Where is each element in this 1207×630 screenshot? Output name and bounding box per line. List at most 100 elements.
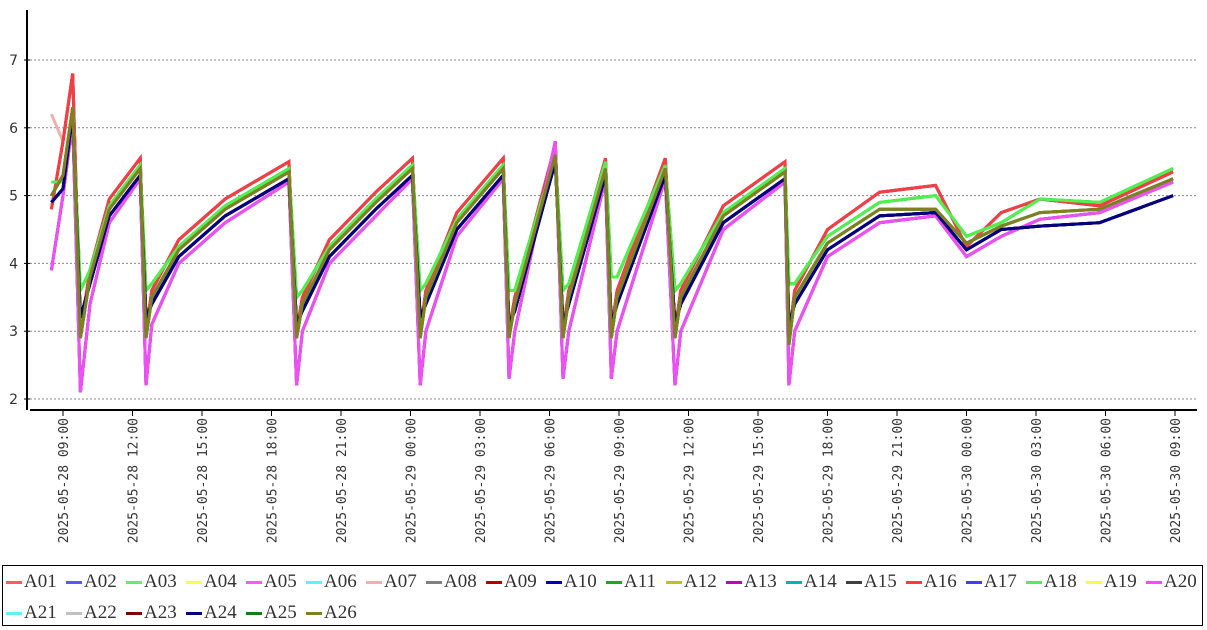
legend-swatch xyxy=(246,611,262,615)
legend-label: A18 xyxy=(1044,571,1077,592)
legend-swatch xyxy=(1086,580,1102,584)
legend-swatch xyxy=(666,580,682,584)
series-line-a16 xyxy=(49,73,1174,339)
legend-item: A26 xyxy=(306,602,357,624)
legend-item: A10 xyxy=(546,571,597,593)
legend-label: A15 xyxy=(864,571,897,592)
legend-item: A19 xyxy=(1086,571,1137,593)
legend-item: A01 xyxy=(6,571,57,593)
legend-swatch xyxy=(306,611,322,615)
legend-item: A17 xyxy=(966,571,1017,593)
legend-label: A07 xyxy=(384,571,417,592)
legend-item: A02 xyxy=(66,571,117,593)
legend-label: A08 xyxy=(444,571,477,592)
legend-label: A17 xyxy=(984,571,1017,592)
legend-label: A11 xyxy=(624,571,657,592)
x-tick-label: 2025-05-28 18:00 xyxy=(266,418,281,543)
legend-label: A03 xyxy=(144,571,177,592)
legend-item: A04 xyxy=(186,571,237,593)
legend-item: A15 xyxy=(846,571,897,593)
series-line-a20 xyxy=(49,120,1174,393)
legend-item: A22 xyxy=(66,602,117,624)
line-chart: 2 3 4 5 6 7 2025-05-28 09:00 2025-05-28 12:00 20… xyxy=(9,10,1197,543)
legend-swatch xyxy=(6,580,22,584)
legend-swatch xyxy=(6,611,22,615)
legend-item: A24 xyxy=(186,602,237,624)
legend-label: A22 xyxy=(84,602,117,623)
legend-swatch xyxy=(486,580,502,584)
legend-item: A18 xyxy=(1026,571,1077,593)
legend-label: A14 xyxy=(804,571,837,592)
legend-swatch xyxy=(546,580,562,584)
legend-label: A06 xyxy=(324,571,357,592)
x-tick-label: 2025-05-30 09:00 xyxy=(1169,418,1184,543)
series-line-a02 xyxy=(49,120,1174,393)
legend: A01 A02 A03 A04 A05 A06 A07 A08 A09 A10 A11 A12 A13 A… xyxy=(2,565,1203,626)
x-tick-label: 2025-05-30 03:00 xyxy=(1030,418,1045,543)
x-tick-label: 2025-05-29 03:00 xyxy=(474,418,489,543)
legend-label: A02 xyxy=(84,571,117,592)
legend-label: A16 xyxy=(924,571,957,592)
legend-label: A09 xyxy=(504,571,537,592)
y-tick-label: 2 xyxy=(9,392,18,408)
legend-item: A14 xyxy=(786,571,837,593)
legend-swatch xyxy=(426,580,442,584)
legend-swatch xyxy=(186,580,202,584)
legend-swatch xyxy=(846,580,862,584)
legend-label: A26 xyxy=(324,602,357,623)
legend-label: A04 xyxy=(204,571,237,592)
legend-swatch xyxy=(966,580,982,584)
legend-label: A05 xyxy=(264,571,297,592)
legend-swatch xyxy=(126,580,142,584)
x-tick-label: 2025-05-30 06:00 xyxy=(1100,418,1115,543)
series-line-a26 xyxy=(50,107,1174,345)
legend-swatch xyxy=(306,580,322,584)
x-tick-label: 2025-05-28 21:00 xyxy=(335,418,350,543)
legend-item: A09 xyxy=(486,571,537,593)
x-tick-label: 2025-05-28 09:00 xyxy=(57,418,72,543)
y-tick-label: 6 xyxy=(9,121,18,137)
legend-label: A21 xyxy=(24,602,57,623)
legend-item: A16 xyxy=(906,571,957,593)
legend-label: A23 xyxy=(144,602,177,623)
legend-swatch xyxy=(186,611,202,615)
legend-swatch xyxy=(906,580,922,584)
y-tick-label: 4 xyxy=(9,256,18,272)
y-tick-label: 5 xyxy=(9,189,18,205)
x-tick-label: 2025-05-29 12:00 xyxy=(683,418,698,543)
x-tick-label: 2025-05-29 18:00 xyxy=(822,418,837,543)
legend-swatch xyxy=(66,611,82,615)
x-tick-label: 2025-05-29 00:00 xyxy=(405,418,420,543)
series-line-a17 xyxy=(49,120,1174,393)
legend-label: A12 xyxy=(684,571,717,592)
legend-item: A12 xyxy=(666,571,717,593)
x-tick-label: 2025-05-29 15:00 xyxy=(752,418,767,543)
legend-label: A01 xyxy=(24,571,57,592)
x-tick-label: 2025-05-28 15:00 xyxy=(196,418,211,543)
legend-label: A13 xyxy=(744,571,777,592)
legend-item: A06 xyxy=(306,571,357,593)
legend-swatch xyxy=(786,580,802,584)
legend-label: A10 xyxy=(564,571,597,592)
legend-item: A20 xyxy=(1146,571,1197,593)
x-tick-label: 2025-05-29 06:00 xyxy=(544,418,559,543)
legend-label: A25 xyxy=(264,602,297,623)
legend-item: A05 xyxy=(246,571,297,593)
y-tick-label: 3 xyxy=(9,324,18,340)
legend-item: A08 xyxy=(426,571,477,593)
legend-swatch xyxy=(246,580,262,584)
legend-item: A07 xyxy=(366,571,417,593)
series-line-a18 xyxy=(51,113,1174,302)
legend-item: A23 xyxy=(126,602,177,624)
legend-item: A11 xyxy=(606,571,656,593)
legend-item: A03 xyxy=(126,571,177,593)
x-tick-label: 2025-05-28 12:00 xyxy=(127,418,142,543)
legend-swatch xyxy=(1026,580,1042,584)
legend-swatch xyxy=(366,580,382,584)
x-tick-label: 2025-05-30 00:00 xyxy=(961,418,976,543)
legend-label: A24 xyxy=(204,602,237,623)
legend-item: A21 xyxy=(6,602,57,624)
legend-swatch xyxy=(606,580,622,584)
legend-swatch xyxy=(66,580,82,584)
legend-swatch xyxy=(126,611,142,615)
